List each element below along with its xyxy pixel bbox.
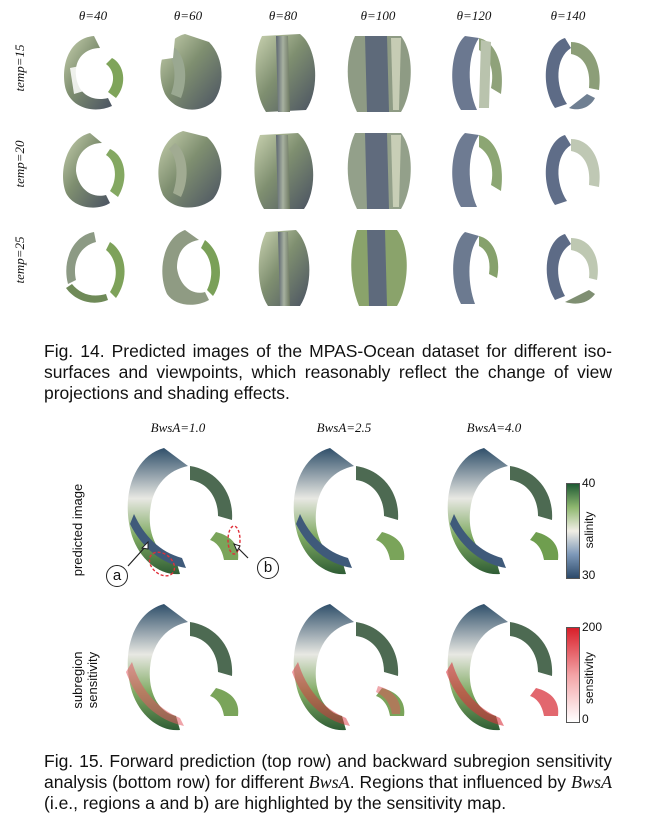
fig14-row-temp20: temp=20	[12, 140, 27, 188]
fig15-caption-suffix: (i.e., regions a and b) are highlighted …	[44, 793, 507, 813]
fig14-render-r1c6	[545, 38, 600, 110]
fig15-sensitivity-bwsa-3	[446, 604, 559, 731]
fig15-caption-prefix: Fig. 15. Forward prediction (top row) an…	[44, 751, 612, 792]
fig15-predicted-bwsa-3	[447, 448, 559, 575]
fig14-render-r2c4	[347, 133, 411, 209]
marker-a: a	[106, 565, 128, 587]
fig15-sensitivity-bwsa-2	[292, 604, 405, 731]
fig15-caption-mid: . Regions that influenced by	[349, 772, 571, 792]
salinity-min-label: 30	[582, 568, 596, 582]
sensitivity-title: sensitivity	[582, 652, 596, 705]
fig14-render-r1c1	[64, 36, 124, 110]
salinity-title: salinity	[582, 511, 596, 549]
fig14-col-theta100: θ=100	[360, 8, 396, 23]
fig14-col-theta60: θ=60	[173, 8, 203, 23]
fig14-render-r2c1	[63, 133, 125, 208]
fig15-caption-var2: BwsA	[570, 772, 612, 792]
fig14-render-r1c2	[157, 34, 222, 110]
sensitivity-min-label: 0	[582, 712, 589, 726]
fig14-col-theta80: θ=80	[268, 8, 298, 23]
fig14-row-temp25: temp=25	[12, 236, 27, 284]
fig15-col-bwsa-3: BwsA=4.0	[466, 420, 522, 435]
fig14-render-r3c3	[258, 230, 310, 306]
fig14-col-theta120: θ=120	[456, 8, 492, 23]
fig14-render-r3c1	[66, 232, 125, 303]
fig14-render-r1c3	[255, 34, 316, 112]
fig14-caption: Fig. 14. Predicted images of the MPAS-Oc…	[44, 341, 612, 403]
salinity-colorbar	[566, 483, 580, 579]
fig15-predicted-bwsa-1	[127, 448, 241, 577]
fig14-render-r2c3	[254, 133, 314, 209]
fig15-col-bwsa-1: BwsA=1.0	[150, 420, 206, 435]
fig14-render-r2c2	[158, 131, 222, 208]
fig15-caption: Fig. 15. Forward prediction (top row) an…	[44, 751, 612, 814]
fig14-col-theta140: θ=140	[550, 8, 586, 23]
fig14-col-theta40: θ=40	[78, 8, 108, 23]
fig15-row-label-sensitivity: subregion sensitivity	[70, 651, 100, 709]
fig14-render-r1c4	[347, 36, 411, 112]
fig14-render-r3c6	[546, 234, 598, 304]
fig14-render-r3c2	[162, 230, 220, 305]
fig14-render-r2c5	[452, 133, 503, 207]
fig14-render-r3c5	[453, 232, 499, 304]
sensitivity-colorbar	[566, 627, 580, 723]
fig14-render-r1c5	[452, 36, 503, 110]
fig15-caption-var1: BwsA	[308, 772, 350, 792]
marker-b: b	[257, 557, 279, 579]
fig15-col-bwsa-2: BwsA=2.5	[316, 420, 372, 435]
fig14-row-temp15: temp=15	[12, 44, 27, 92]
salinity-max-label: 40	[582, 476, 596, 490]
fig14-render-r2c6	[545, 135, 600, 205]
sensitivity-max-label: 200	[582, 620, 603, 634]
fig14-render-r3c4	[351, 230, 407, 306]
fig15-predicted-bwsa-2	[293, 448, 405, 575]
marker-arrows	[127, 540, 249, 567]
fig15-row-label-predicted: predicted image	[70, 483, 85, 577]
fig15-sensitivity-bwsa-1	[126, 604, 239, 731]
